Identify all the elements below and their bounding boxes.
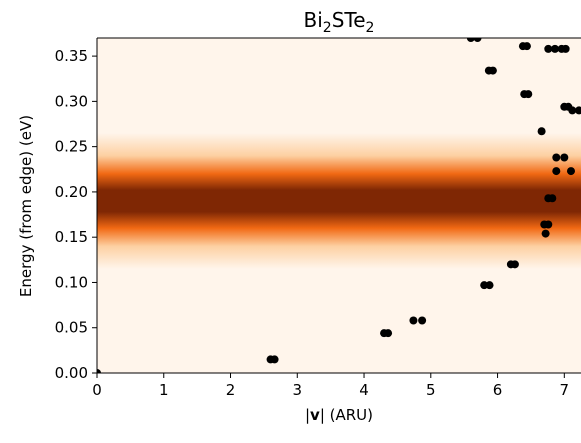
x-tick-label: 4 — [359, 381, 369, 399]
data-point — [418, 316, 427, 325]
x-axis-label: |v| (ARU) — [305, 406, 373, 424]
data-point — [552, 167, 561, 176]
y-tick-label: 0.05 — [55, 319, 88, 337]
data-point — [488, 66, 497, 75]
scatter-points — [97, 38, 581, 373]
data-point — [566, 167, 575, 176]
xlabel-bar: | — [305, 406, 310, 424]
y-tick-label: 0.10 — [55, 273, 88, 291]
svg-text:Bi2STe2: Bi2STe2 — [304, 8, 375, 36]
x-tick-label: 7 — [560, 381, 570, 399]
title-part-ste: STe — [332, 8, 366, 32]
data-point — [409, 316, 418, 325]
data-point — [544, 220, 553, 229]
x-tick-label: 2 — [226, 381, 236, 399]
xlabel-v: v — [310, 406, 320, 424]
title-part-bi: Bi — [304, 8, 323, 32]
xlabel-rest: | (ARU) — [320, 406, 373, 424]
data-point — [510, 260, 519, 269]
data-point — [466, 38, 475, 42]
data-point — [97, 369, 101, 373]
data-point — [473, 38, 482, 42]
plot-frame — [96, 37, 581, 374]
data-point — [384, 329, 393, 338]
x-tick-label: 5 — [426, 381, 436, 399]
chart-title: Bi2STe2 — [304, 8, 375, 36]
svg-text:|v| (ARU): |v| (ARU) — [305, 406, 373, 424]
data-point — [537, 127, 546, 136]
x-axis-ticks: 0 1 2 3 4 5 6 7 — [92, 373, 569, 399]
data-point — [552, 153, 561, 162]
y-axis-ticks: 0.00 0.05 0.10 0.15 0.20 0.25 0.30 0.35 — [55, 47, 97, 382]
data-point — [270, 355, 279, 364]
y-tick-label: 0.20 — [55, 183, 88, 201]
y-tick-label: 0.30 — [55, 92, 88, 110]
data-point — [548, 194, 557, 203]
data-point — [560, 153, 569, 162]
data-point — [524, 90, 533, 99]
y-tick-label: 0.00 — [55, 364, 88, 382]
data-point — [550, 44, 559, 53]
x-tick-label: 3 — [293, 381, 303, 399]
title-sub-2: 2 — [323, 20, 332, 36]
y-tick-label: 0.15 — [55, 228, 88, 246]
data-point — [541, 229, 550, 238]
data-point — [561, 44, 570, 53]
data-point — [574, 106, 581, 115]
data-point — [522, 42, 531, 51]
y-axis-label: Energy (from edge) (eV) — [17, 115, 35, 297]
x-tick-label: 1 — [159, 381, 169, 399]
data-point — [485, 281, 494, 290]
heatmap-band — [97, 38, 581, 373]
y-tick-label: 0.25 — [55, 138, 88, 156]
x-tick-label: 6 — [493, 381, 503, 399]
x-tick-label: 0 — [92, 381, 102, 399]
data-point — [544, 44, 553, 53]
data-point — [568, 106, 577, 115]
y-tick-label: 0.35 — [55, 47, 88, 65]
title-sub-2b: 2 — [366, 20, 375, 36]
